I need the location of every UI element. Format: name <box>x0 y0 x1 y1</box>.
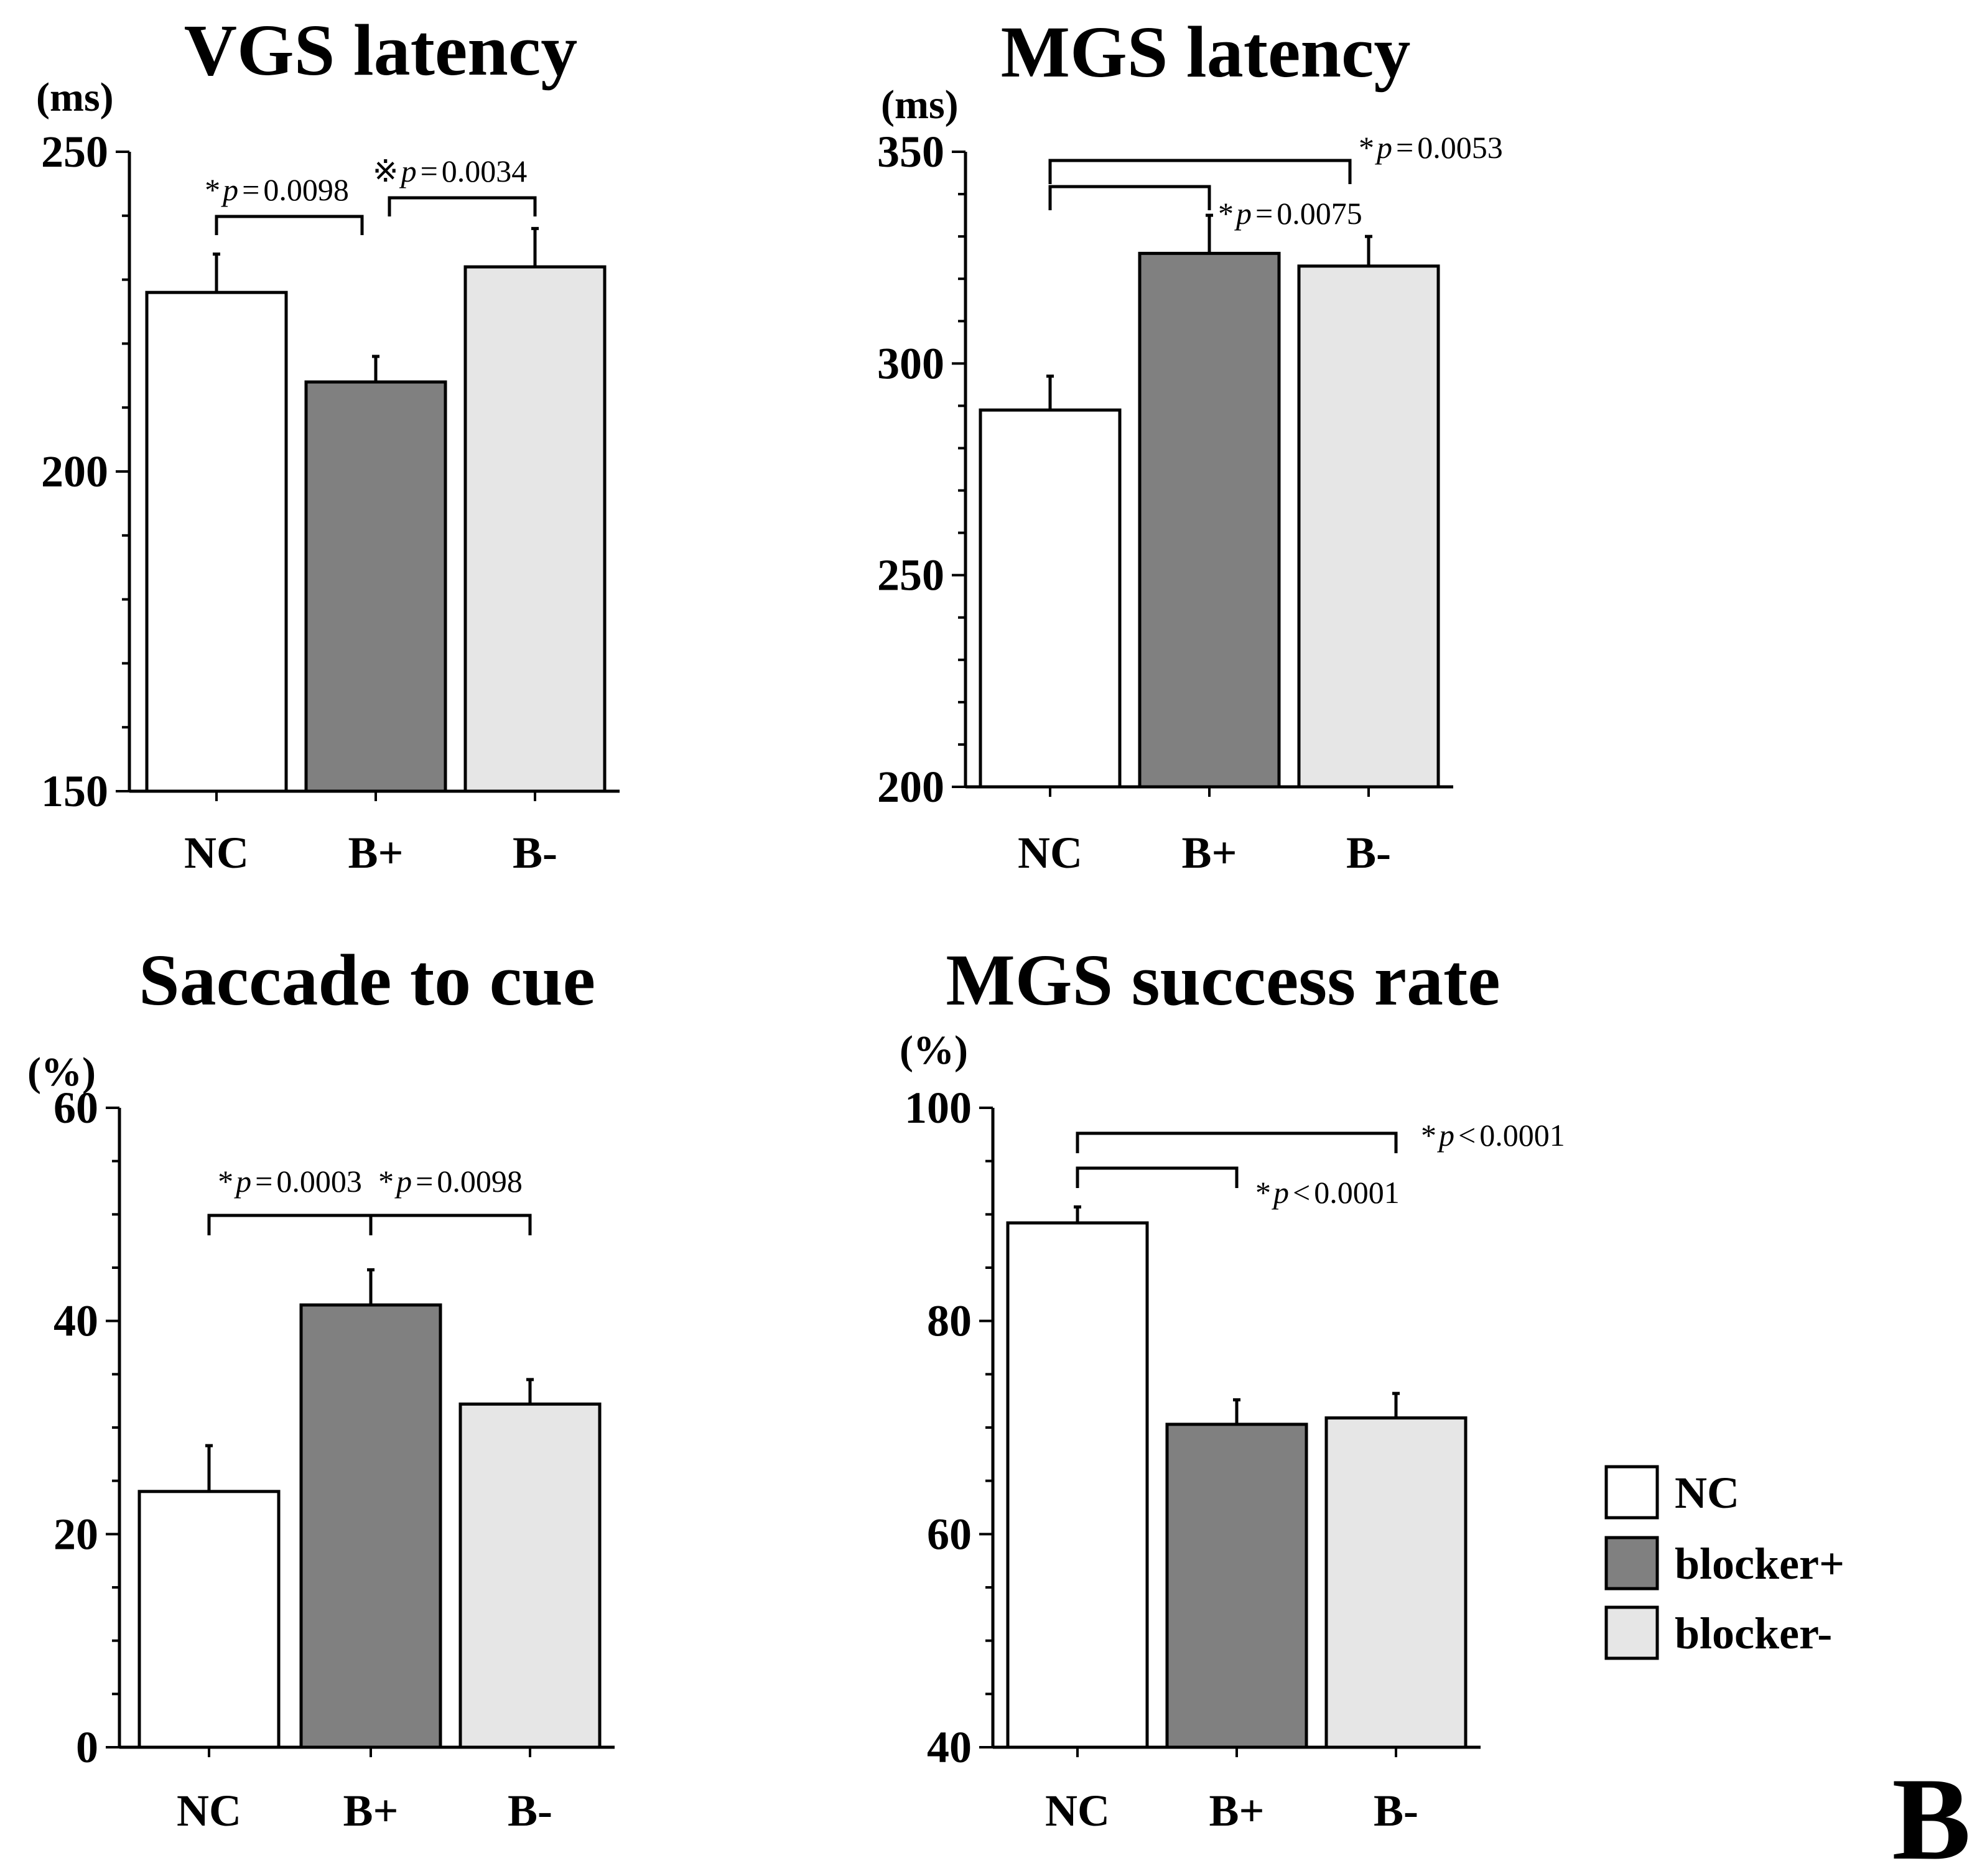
y-tick-label: 40 <box>927 1722 972 1772</box>
y-tick-label: 60 <box>927 1509 972 1559</box>
bar-b-plus <box>1138 251 1281 789</box>
significance-bracket <box>388 196 537 216</box>
category-label: NC <box>184 828 249 878</box>
legend-swatch <box>1604 1536 1659 1590</box>
p-value-annotation: *p = 0.0098 <box>378 1164 523 1199</box>
y-tick-label: 200 <box>41 447 108 496</box>
chart-vgs-latency: VGS latency (ms) 150 200 250 NC B+ B- *p = 0.0098 ※… <box>36 9 620 878</box>
chart-mgs-latency: MGS latency (ms) 200 250 300 350 NC B+ B- *p = 0.00… <box>877 11 1503 878</box>
y-tick-label: 250 <box>877 550 944 600</box>
chart-title: Saccade to cue <box>139 939 595 1021</box>
bar-b-minus <box>1324 1416 1468 1749</box>
y-tick-label: 150 <box>41 766 108 816</box>
y-tick-label: 0 <box>76 1722 98 1772</box>
y-tick-label: 80 <box>927 1296 972 1346</box>
p-value-annotation: *p = 0.0003 <box>218 1164 362 1199</box>
chart-title: MGS success rate <box>946 939 1500 1021</box>
y-tick-label: 100 <box>905 1083 972 1133</box>
y-tick-label: 40 <box>54 1296 98 1346</box>
category-label: B+ <box>348 828 403 878</box>
category-label: B- <box>513 828 557 878</box>
bar-nc <box>145 290 288 793</box>
legend-label: blocker+ <box>1675 1539 1845 1589</box>
bar-nc <box>137 1490 281 1749</box>
category-label: NC <box>1018 828 1082 878</box>
bar-b-plus <box>304 380 447 793</box>
category-label: B- <box>1346 828 1391 878</box>
legend-label: blocker- <box>1675 1609 1832 1658</box>
significance-bracket <box>1048 185 1211 210</box>
significance-bracket <box>1048 159 1352 184</box>
y-unit-label: (%) <box>27 1049 96 1095</box>
legend-swatch <box>1604 1605 1659 1660</box>
category-label: NC <box>1045 1786 1110 1836</box>
p-value-annotation: *p = 0.0053 <box>1359 130 1503 165</box>
y-tick-label: 350 <box>877 127 944 177</box>
y-unit-label: (%) <box>900 1028 968 1073</box>
p-value-annotation: ※p = 0.0034 <box>373 154 528 188</box>
y-unit-label: (ms) <box>36 75 114 120</box>
y-tick-label: 20 <box>54 1509 98 1559</box>
chart-mgs-success-rate: MGS success rate (%) 40 60 80 100 NC B+ B- *p <0.0… <box>900 939 1565 1836</box>
y-tick-label: 300 <box>877 338 944 388</box>
y-tick-label: 60 <box>54 1083 98 1133</box>
panel-letter: B <box>1892 1754 1971 1876</box>
legend-label: NC <box>1675 1468 1739 1518</box>
category-label: B- <box>1374 1786 1418 1836</box>
category-label: B+ <box>1181 828 1237 878</box>
chart-title: VGS latency <box>184 9 578 91</box>
chart-saccade-to-cue: Saccade to cue (%) 0 20 40 60 NC B+ B- *p = 0.0003 *… <box>27 939 615 1836</box>
significance-bracket <box>1076 1131 1398 1153</box>
bar-b-minus <box>458 1402 602 1749</box>
category-label: NC <box>177 1786 241 1836</box>
p-value-annotation: *p <0.0001 <box>1255 1175 1400 1210</box>
y-tick-label: 200 <box>877 762 944 812</box>
bar-b-minus <box>463 265 607 793</box>
category-label: B+ <box>343 1786 398 1836</box>
significance-bracket <box>1076 1166 1239 1188</box>
p-value-annotation: *p = 0.0075 <box>1218 196 1362 231</box>
y-unit-label: (ms) <box>881 82 959 128</box>
bar-nc <box>979 408 1122 789</box>
bar-b-minus <box>1297 264 1440 789</box>
bar-nc <box>1006 1221 1149 1749</box>
significance-bracket <box>215 215 364 235</box>
chart-title: MGS latency <box>1001 11 1411 93</box>
p-value-annotation: *p = 0.0098 <box>205 172 349 207</box>
category-label: B+ <box>1209 1786 1264 1836</box>
bar-b-plus <box>299 1303 442 1749</box>
legend-swatch <box>1604 1465 1659 1520</box>
p-value-annotation: *p <0.0001 <box>1421 1118 1565 1153</box>
category-label: B- <box>508 1786 552 1836</box>
significance-bracket <box>207 1214 373 1235</box>
significance-bracket <box>369 1214 532 1235</box>
bar-b-plus <box>1165 1423 1308 1749</box>
y-tick-label: 250 <box>41 127 108 177</box>
legend: NC blocker+ blocker- <box>1604 1465 1845 1660</box>
